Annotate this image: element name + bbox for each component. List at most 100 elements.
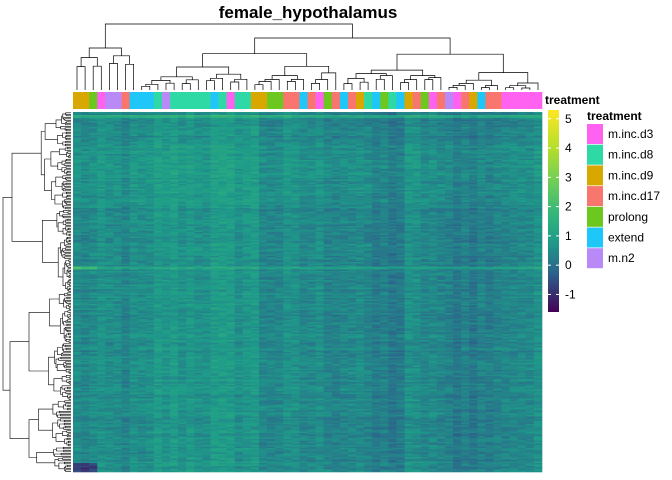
heatmap-cell [226, 181, 236, 183]
row-dendrogram-branch [63, 450, 71, 453]
heatmap-cell [501, 223, 510, 225]
heatmap-cell [194, 206, 203, 209]
heatmap-cell [396, 119, 405, 122]
heatmap-cell [525, 217, 535, 219]
heatmap-cell [404, 166, 413, 168]
heatmap-cell [81, 181, 90, 183]
heatmap-cell [396, 193, 405, 195]
heatmap-cell [525, 115, 535, 117]
heatmap-cell [428, 191, 438, 194]
heatmap-cell [501, 187, 510, 189]
heatmap-cell [331, 169, 341, 171]
heatmap-cell [493, 194, 502, 197]
heatmap-cell [186, 196, 195, 198]
heatmap-cell [137, 214, 147, 216]
heatmap-cell [250, 224, 260, 227]
column-dendrogram-branch [258, 81, 272, 90]
heatmap-cell [356, 218, 365, 221]
heatmap-cell [315, 184, 324, 186]
row-dendrogram-branch [66, 228, 71, 232]
heatmap-cell [89, 154, 98, 156]
heatmap-cell [525, 133, 535, 135]
annotation-cell [501, 92, 510, 109]
heatmap-cell [89, 157, 98, 159]
heatmap-cell [477, 118, 486, 120]
heatmap-cell [105, 179, 114, 182]
heatmap-cell [129, 146, 138, 149]
heatmap-cell [218, 221, 227, 224]
heatmap-cell [453, 230, 462, 233]
heatmap-cell [186, 182, 195, 185]
column-dendrogram-branch [165, 82, 175, 90]
heatmap-cell [477, 227, 486, 230]
row-dendrogram-branch [69, 154, 71, 157]
heatmap-cell [178, 128, 187, 131]
heatmap-cell [323, 154, 333, 156]
heatmap-cell [73, 169, 82, 171]
heatmap-cell [178, 142, 187, 144]
heatmap-cell [218, 137, 227, 140]
heatmap-cell [477, 157, 486, 159]
heatmap-cell [380, 158, 389, 161]
heatmap-cell [178, 190, 187, 192]
heatmap-cell [89, 211, 98, 213]
heatmap-cell [218, 200, 227, 203]
heatmap-cell [404, 140, 413, 143]
heatmap-cell [291, 140, 300, 143]
heatmap-cell [356, 200, 365, 203]
heatmap-cell [73, 142, 82, 144]
heatmap-cell [105, 197, 114, 200]
heatmap-cell [509, 145, 519, 147]
heatmap-cell [388, 227, 397, 230]
heatmap-cell [347, 179, 357, 182]
heatmap-cell [105, 229, 114, 231]
heatmap-cell [73, 131, 82, 134]
heatmap-cell [137, 163, 147, 165]
heatmap-cell [250, 194, 260, 197]
heatmap-cell [396, 143, 405, 146]
heatmap-cell [202, 154, 211, 156]
heatmap-cell [412, 119, 422, 122]
heatmap-cell [194, 229, 203, 231]
heatmap-cell [356, 151, 365, 153]
heatmap-cell [97, 215, 106, 218]
heatmap-cell [186, 116, 195, 119]
heatmap-cell [420, 196, 430, 198]
heatmap-cell [161, 155, 171, 158]
heatmap-cell [178, 220, 187, 222]
heatmap-cell [258, 154, 268, 156]
heatmap-cell [89, 113, 98, 116]
heatmap-cell [121, 226, 130, 228]
heatmap-cell [396, 166, 405, 168]
heatmap-cell [485, 220, 494, 222]
heatmap-cell [509, 221, 519, 224]
heatmap-cell [501, 121, 510, 123]
heatmap-cell [315, 199, 324, 201]
heatmap-cell [501, 173, 510, 176]
heatmap-cell [388, 194, 397, 197]
heatmap-cell [137, 170, 147, 173]
heatmap-cell [331, 214, 341, 216]
heatmap-cell [380, 194, 389, 197]
heatmap-cell [315, 148, 324, 150]
row-dendrogram-branch [60, 318, 65, 334]
heatmap-cell [493, 205, 502, 207]
heatmap-cell [525, 139, 535, 141]
heatmap-cell [299, 131, 308, 134]
heatmap-cell [404, 122, 413, 125]
heatmap-cell [469, 223, 478, 225]
heatmap-cell [145, 208, 155, 210]
heatmap-cell [444, 160, 454, 162]
heatmap-cell [242, 125, 252, 128]
heatmap-cell [210, 154, 219, 156]
heatmap-cell [428, 145, 438, 147]
heatmap-cell [525, 124, 535, 126]
heatmap-cell [396, 167, 405, 170]
heatmap-cell [493, 193, 502, 195]
heatmap-cell [412, 230, 422, 233]
heatmap-cell [194, 193, 203, 195]
heatmap-cell [250, 143, 260, 146]
heatmap-cell [315, 139, 324, 141]
heatmap-cell [453, 142, 462, 144]
heatmap-cell [404, 226, 413, 228]
